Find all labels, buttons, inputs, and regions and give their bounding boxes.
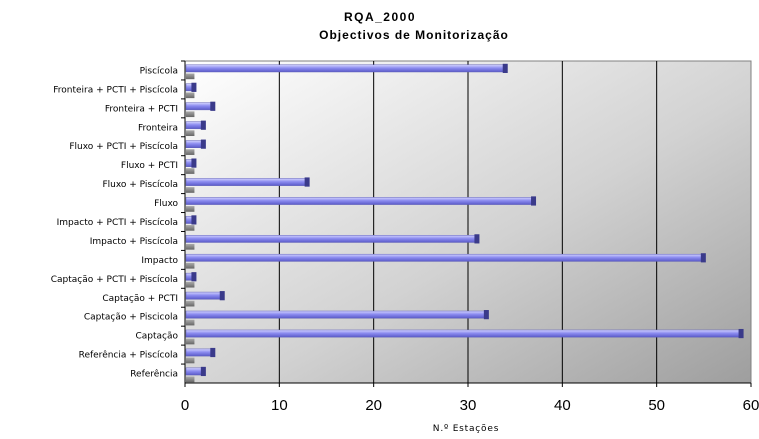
bar bbox=[185, 102, 214, 111]
category-label: Referência bbox=[130, 369, 178, 380]
bar-secondary bbox=[186, 319, 195, 326]
category-label: Fluxo + Piscícola bbox=[102, 180, 178, 190]
bar-secondary bbox=[186, 73, 195, 80]
category-label: Referência + Piscícola bbox=[79, 350, 178, 361]
category-label: Captação + PCTI bbox=[102, 294, 178, 304]
bar-end-cap bbox=[474, 234, 480, 244]
bar-secondary bbox=[186, 357, 195, 364]
bar bbox=[185, 329, 742, 338]
bar bbox=[185, 348, 214, 357]
bar-secondary bbox=[186, 300, 195, 307]
bar-end-cap bbox=[483, 310, 489, 320]
bar-secondary bbox=[186, 187, 195, 193]
category-labels: Referência Referência + Piscícola Captação… bbox=[51, 66, 179, 379]
bar-end-cap bbox=[304, 177, 310, 187]
x-tick-label: 20 bbox=[365, 397, 382, 414]
category-label: Fronteira + PCTI bbox=[105, 104, 178, 114]
bar-end-cap bbox=[200, 120, 206, 130]
bar-secondary bbox=[186, 376, 195, 383]
category-label: Piscícola bbox=[140, 66, 178, 76]
category-label: Impacto + Piscícola bbox=[90, 237, 178, 247]
bar bbox=[185, 253, 705, 262]
x-tick-label: 40 bbox=[554, 397, 571, 414]
bar bbox=[185, 178, 308, 186]
x-tick-label: 30 bbox=[460, 397, 477, 414]
bar-end-cap bbox=[738, 328, 744, 339]
chart-title: RQA_2000 bbox=[344, 10, 416, 24]
x-tick-labels: 0 10 20 30 40 50 60 bbox=[181, 397, 759, 414]
bar-end-cap bbox=[200, 366, 206, 377]
bar-end-cap bbox=[531, 196, 537, 206]
bar-secondary bbox=[186, 225, 195, 231]
bar-secondary bbox=[186, 111, 195, 118]
category-label: Fluxo + PCTI + Piscícola bbox=[69, 142, 178, 152]
bar-end-cap bbox=[191, 158, 197, 168]
category-label: Captação bbox=[135, 332, 178, 342]
category-label: Fronteira + PCTI + Piscícola bbox=[53, 85, 178, 95]
bar-end-cap bbox=[191, 82, 197, 92]
chart-subtitle: Objectivos de Monitorização bbox=[319, 28, 509, 42]
category-label: Impacto + PCTI + Piscícola bbox=[57, 218, 178, 228]
x-tick-label: 60 bbox=[743, 397, 759, 414]
bar-secondary bbox=[186, 206, 195, 212]
bar-end-cap bbox=[219, 291, 225, 301]
bar bbox=[185, 197, 535, 205]
category-label: Captação + Piscicola bbox=[84, 313, 178, 323]
bar-secondary bbox=[186, 262, 195, 269]
bar-end-cap bbox=[191, 272, 197, 282]
x-tick-label: 0 bbox=[181, 397, 189, 414]
bar bbox=[185, 64, 506, 73]
x-axis-label: N.º Estações bbox=[433, 424, 499, 434]
bar-end-cap bbox=[191, 215, 197, 225]
category-label: Fluxo bbox=[154, 199, 178, 209]
category-label: Fluxo + PCTI bbox=[121, 161, 178, 171]
bar-end-cap bbox=[502, 63, 508, 73]
bar bbox=[185, 235, 478, 243]
bar-secondary bbox=[186, 243, 195, 250]
bar-end-cap bbox=[200, 139, 206, 149]
bar-secondary bbox=[186, 281, 195, 288]
bar-secondary bbox=[186, 149, 195, 155]
bar-secondary bbox=[186, 338, 195, 345]
bar-secondary bbox=[186, 92, 195, 99]
bar-end-cap bbox=[210, 347, 216, 358]
x-tick-label: 10 bbox=[271, 397, 288, 414]
bar-end-cap bbox=[700, 253, 706, 263]
category-label: Impacto bbox=[141, 256, 178, 266]
bar-end-cap bbox=[210, 101, 216, 111]
bar-secondary bbox=[186, 168, 195, 174]
category-label: Captação + PCTI + Piscícola bbox=[51, 275, 178, 285]
bar bbox=[185, 291, 223, 300]
bar bbox=[185, 310, 488, 319]
x-tick-label: 50 bbox=[648, 397, 665, 414]
bar-secondary bbox=[186, 130, 195, 137]
category-label: Fronteira bbox=[138, 123, 178, 133]
gridlines bbox=[181, 60, 752, 387]
bars bbox=[185, 63, 744, 383]
